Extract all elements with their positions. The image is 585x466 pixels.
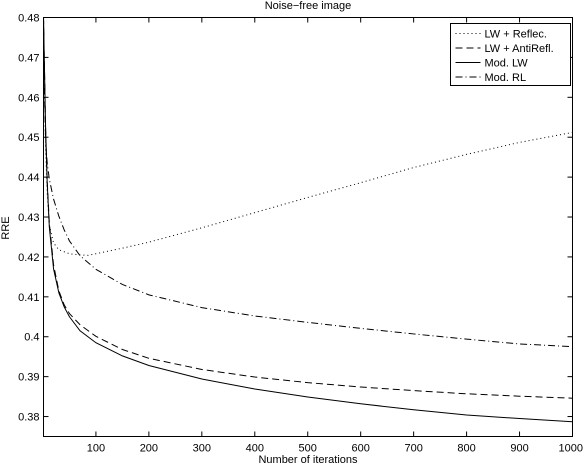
- x-tick-label: 600: [352, 443, 370, 455]
- x-tick-label: 500: [299, 443, 317, 455]
- series-line-4: [43, 17, 573, 348]
- legend-label: LW + AntiRefl.: [485, 43, 554, 55]
- x-tick-label: 900: [510, 443, 528, 455]
- x-tick-label: 100: [87, 443, 105, 455]
- legend-box: [450, 23, 571, 86]
- x-tick-label: 400: [246, 443, 264, 455]
- x-tick-label: 300: [193, 443, 211, 455]
- chart-title: Noise−free image: [265, 0, 352, 12]
- legend-label: LW + Reflec.: [485, 29, 547, 41]
- y-tick-label: 0.42: [18, 252, 39, 264]
- x-tick-label: 800: [457, 443, 475, 455]
- y-tick-label: 0.39: [18, 372, 39, 384]
- y-tick-label: 0.38: [18, 412, 39, 424]
- legend-label: Mod. RL: [485, 72, 527, 84]
- y-axis: 0.38 0.39 0.4 0.41 0.42 0.43 0.44 0.45 0.46 0.47 0…: [18, 13, 573, 424]
- x-tick-label: 700: [404, 443, 422, 455]
- x-axis: 100 200 300 400 500 600 700 800 900 1000: [87, 17, 583, 455]
- legend-label: Mod. LW: [485, 58, 529, 70]
- series-line-1: [43, 17, 573, 256]
- legend: LW + Reflec. LW + AntiRefl. Mod. LW Mod. RL: [450, 23, 571, 86]
- y-tick-label: 0.48: [18, 13, 39, 25]
- y-axis-label: RRE: [0, 216, 12, 239]
- y-tick-label: 0.46: [18, 92, 39, 104]
- y-tick-label: 0.47: [18, 52, 39, 64]
- x-tick-label: 1000: [559, 443, 583, 455]
- x-tick-label: 200: [140, 443, 158, 455]
- y-tick-label: 0.44: [18, 172, 39, 184]
- y-tick-label: 0.45: [18, 132, 39, 144]
- x-axis-label: Number of iterations: [258, 454, 358, 466]
- series-line-3: [43, 17, 573, 423]
- y-tick-label: 0.4: [24, 332, 39, 344]
- y-tick-label: 0.41: [18, 292, 39, 304]
- y-tick-label: 0.43: [18, 212, 39, 224]
- series-layer: [43, 17, 573, 423]
